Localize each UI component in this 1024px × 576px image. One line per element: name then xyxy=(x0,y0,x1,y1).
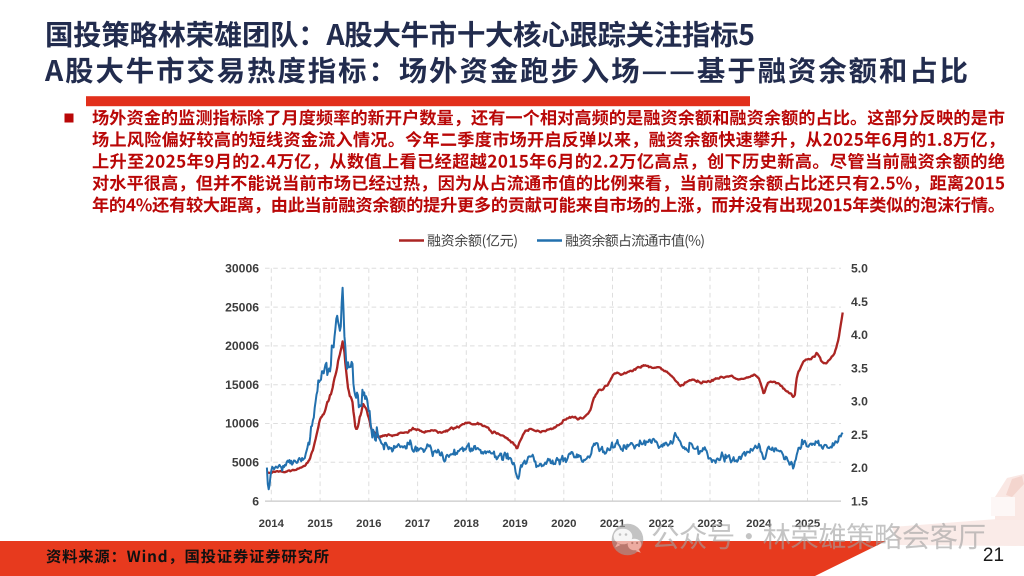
svg-text:2.0: 2.0 xyxy=(851,461,868,475)
svg-text:2019: 2019 xyxy=(502,518,527,530)
svg-text:2015: 2015 xyxy=(307,518,333,530)
svg-text:20006: 20006 xyxy=(225,339,259,353)
svg-text:10006: 10006 xyxy=(225,417,259,431)
svg-text:2016: 2016 xyxy=(356,518,381,530)
svg-text:15006: 15006 xyxy=(225,378,259,392)
svg-text:3.0: 3.0 xyxy=(851,395,868,409)
svg-text:3.5: 3.5 xyxy=(851,361,868,375)
svg-text:2014: 2014 xyxy=(259,518,285,530)
svg-text:2023: 2023 xyxy=(697,518,722,530)
svg-text:2017: 2017 xyxy=(405,518,430,530)
svg-text:2018: 2018 xyxy=(454,518,479,530)
svg-text:5006: 5006 xyxy=(232,456,259,470)
svg-text:30006: 30006 xyxy=(225,262,259,276)
svg-text:1.5: 1.5 xyxy=(851,494,868,508)
svg-text:2024: 2024 xyxy=(746,518,772,530)
svg-text:4.0: 4.0 xyxy=(851,328,868,342)
svg-text:2022: 2022 xyxy=(649,518,674,530)
svg-text:25006: 25006 xyxy=(225,300,259,314)
svg-text:2.5: 2.5 xyxy=(851,428,868,442)
svg-text:2020: 2020 xyxy=(551,518,576,530)
svg-text:2025: 2025 xyxy=(795,518,821,530)
svg-text:21: 21 xyxy=(983,545,1004,566)
svg-text:5.0: 5.0 xyxy=(851,262,868,276)
svg-text:4.5: 4.5 xyxy=(851,295,868,309)
svg-text:6: 6 xyxy=(252,494,259,508)
